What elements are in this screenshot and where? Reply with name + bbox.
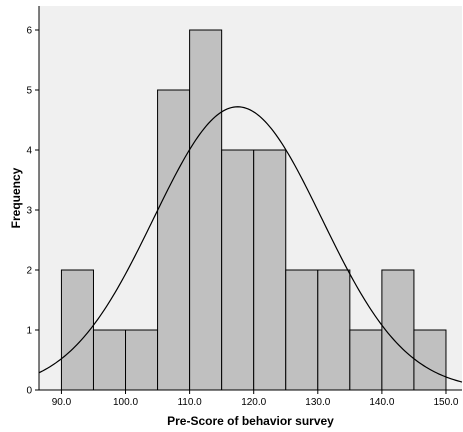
y-tick-label: 6 bbox=[26, 26, 32, 37]
histogram-bar-10 bbox=[349, 329, 383, 391]
histogram-bar-8 bbox=[285, 269, 319, 391]
histogram-bar-6 bbox=[221, 149, 255, 391]
histogram-bar-5 bbox=[189, 29, 223, 391]
y-tick-label: 0 bbox=[26, 386, 32, 397]
histogram-bar-12 bbox=[413, 329, 447, 391]
normal-curve bbox=[38, 106, 463, 383]
histogram-bar-9 bbox=[317, 269, 351, 391]
y-axis-title: Frequency bbox=[9, 167, 23, 228]
histogram-bar-11 bbox=[381, 269, 415, 391]
histogram-bars bbox=[60, 29, 447, 391]
x-tick-label: 150.0 bbox=[433, 397, 458, 408]
histogram-bar-1 bbox=[60, 269, 94, 391]
histogram-bar-4 bbox=[157, 89, 191, 391]
x-tick-label: 110.0 bbox=[177, 397, 202, 408]
x-tick-label: 120.0 bbox=[241, 397, 266, 408]
x-axis-ticks: 90.0 100.0 110.0 120.0 130.0 140.0 150.0 bbox=[52, 390, 459, 408]
x-axis-title: Pre-Score of behavior survey bbox=[167, 414, 334, 428]
x-tick-label: 100.0 bbox=[113, 397, 138, 408]
x-tick-label: 140.0 bbox=[369, 397, 394, 408]
y-tick-label: 5 bbox=[26, 86, 32, 97]
y-tick-label: 1 bbox=[26, 326, 32, 337]
histogram-bar-2 bbox=[92, 329, 127, 391]
y-tick-label: 3 bbox=[26, 206, 32, 217]
y-axis-ticks: 0 1 2 3 4 5 6 bbox=[26, 26, 39, 397]
y-tick-label: 2 bbox=[26, 266, 32, 277]
histogram-bar-3 bbox=[125, 329, 159, 391]
y-tick-label: 4 bbox=[26, 146, 32, 157]
x-tick-label: 90.0 bbox=[52, 397, 72, 408]
histogram-bar-7 bbox=[253, 149, 287, 391]
x-tick-label: 130.0 bbox=[305, 397, 330, 408]
axes bbox=[38, 6, 462, 391]
